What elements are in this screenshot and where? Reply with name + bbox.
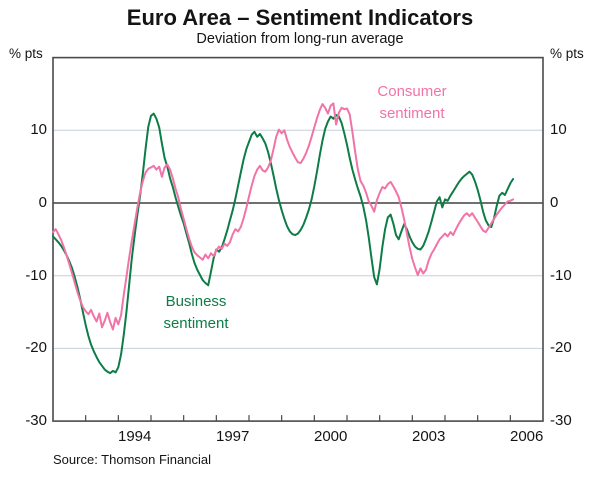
y-axis-label-right: -10 — [550, 266, 572, 284]
business-label-line2: sentiment — [163, 315, 229, 332]
y-axis-label-right: -30 — [550, 412, 572, 430]
y-axis-label-left: -20 — [25, 339, 47, 357]
page-title: Euro Area – Sentiment Indicators — [126, 5, 474, 30]
y-axis-label-left: -30 — [25, 412, 47, 430]
x-axis-label: 2003 — [412, 428, 446, 445]
plot-frame — [52, 56, 544, 422]
y-axis-unit-right: % pts — [550, 46, 584, 61]
chart-subtitle: Deviation from long-run average — [196, 31, 404, 47]
y-axis-label-right: -20 — [550, 339, 572, 357]
business-sentiment-label: Business sentiment — [134, 291, 258, 335]
consumer-sentiment-label: Consumer sentiment — [350, 81, 474, 125]
y-axis-unit-left: % pts — [9, 46, 43, 61]
x-axis-label: 2000 — [314, 428, 348, 445]
series-line-consumer — [52, 102, 515, 331]
series-line-business — [52, 112, 515, 375]
y-axis-label-right: 10 — [550, 121, 567, 139]
source-note: Source: Thomson Financial — [53, 452, 212, 467]
x-axis-label: 1997 — [216, 428, 250, 445]
y-axis-label-right: 0 — [550, 194, 559, 211]
x-axis-label: 2006 — [510, 428, 544, 445]
consumer-label-line2: sentiment — [379, 105, 445, 122]
x-axis-label: 1994 — [118, 428, 152, 445]
y-axis-label-left: 0 — [38, 194, 47, 211]
business-label-line1: Business — [165, 293, 227, 310]
y-axis-label-left: 10 — [30, 121, 47, 139]
consumer-label-line1: Consumer — [377, 83, 447, 100]
y-axis-label-left: -10 — [25, 266, 47, 284]
